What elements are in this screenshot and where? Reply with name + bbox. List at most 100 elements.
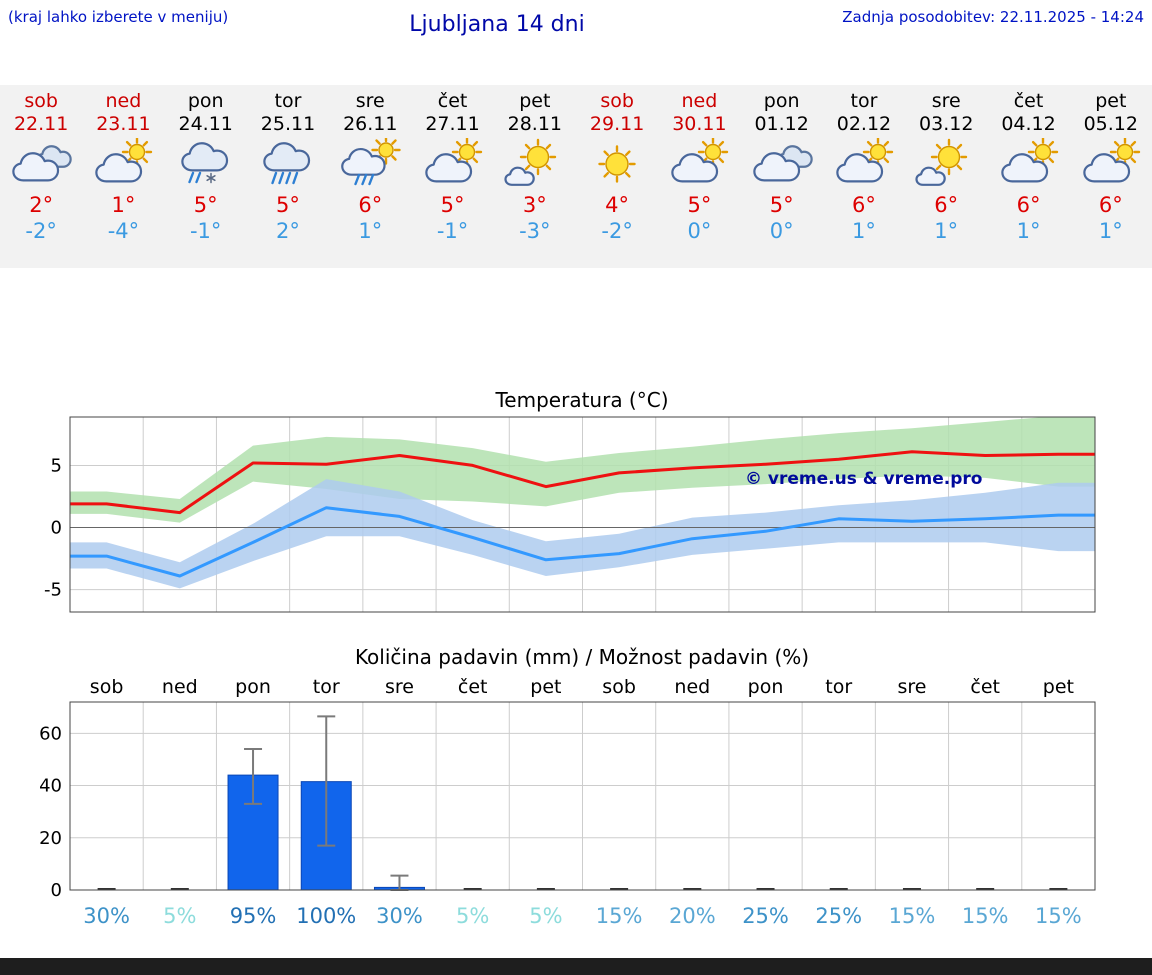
low-temp: 1° <box>1098 219 1123 243</box>
sunny-icon <box>598 145 636 183</box>
partly-sunny-icon <box>671 138 729 183</box>
day-column-01.12[interactable]: pon 01.12 5° 0° <box>741 85 823 268</box>
day-name: pet <box>1095 90 1127 112</box>
high-temp: 6° <box>1016 193 1041 217</box>
precip-probability-label: 5% <box>529 904 562 928</box>
day-column-22.11[interactable]: sob 22.11 2° -2° <box>0 85 82 268</box>
precip-day-label: pon <box>235 676 271 698</box>
low-temp: 2° <box>276 219 300 243</box>
weather-icon-wrap <box>329 138 411 190</box>
weather-icon-wrap <box>905 138 987 190</box>
day-date: 27.11 <box>425 113 480 135</box>
low-temp: 1° <box>852 219 876 243</box>
day-column-02.12[interactable]: tor 02.12 6° 1° <box>823 85 905 268</box>
forecast-day-strip: sob 22.11 2° -2° ned 23.11 1° -4° pon 24.11 5° -1° t… <box>0 85 1152 268</box>
partly-sunny-icon <box>1083 138 1140 183</box>
low-temp: -1° <box>436 219 469 243</box>
day-column-05.12[interactable]: pet 05.12 6° 1° <box>1070 85 1152 268</box>
day-column-23.11[interactable]: ned 23.11 1° -4° <box>82 85 164 268</box>
precip-day-label: sob <box>90 676 124 698</box>
high-temp: 5° <box>687 193 712 217</box>
partly-sunny-icon <box>424 138 482 183</box>
cloudy-icon <box>12 145 72 182</box>
day-date: 05.12 <box>1083 113 1138 135</box>
precip-day-label: sob <box>602 676 636 698</box>
precip-probability-label: 25% <box>742 904 789 928</box>
precip-day-label: čet <box>970 676 1000 698</box>
precip-probability-label: 25% <box>815 904 862 928</box>
high-temp: 5° <box>440 193 465 217</box>
day-column-27.11[interactable]: čet 27.11 5° -1° <box>411 85 493 268</box>
day-name: sob <box>600 90 634 112</box>
precip-y-tick-label: 20 <box>39 828 62 849</box>
weather-icon-wrap <box>411 138 493 190</box>
precipitation-chart: sob ned pon tor sre čet pet sob ned pon tor sre čet p… <box>39 676 1096 928</box>
day-column-30.11[interactable]: ned 30.11 5° 0° <box>658 85 740 268</box>
temperature-chart: -5 0 5 © vreme.us & vreme.pro <box>44 416 1096 613</box>
low-temp: -2° <box>25 219 57 243</box>
day-date: 04.12 <box>1001 113 1056 135</box>
day-date: 23.11 <box>96 113 151 135</box>
day-name: pet <box>519 90 551 112</box>
day-column-29.11[interactable]: sob 29.11 4° -2° <box>576 85 658 268</box>
day-column-28.11[interactable]: pet 28.11 3° -3° <box>494 85 576 268</box>
precip-day-label: ned <box>674 676 710 698</box>
precip-day-label: čet <box>458 676 488 698</box>
high-temp: 6° <box>1098 193 1123 217</box>
day-column-25.11[interactable]: tor 25.11 5° 2° <box>247 85 329 268</box>
precip-probability-label: 100% <box>296 904 356 928</box>
day-column-03.12[interactable]: sre 03.12 6° 1° <box>905 85 987 268</box>
temp-max-band <box>70 417 1095 523</box>
day-column-26.11[interactable]: sre 26.11 6° 1° <box>329 85 411 268</box>
day-date: 02.12 <box>836 113 892 135</box>
precip-day-label: sre <box>385 676 414 698</box>
low-temp: 1° <box>1016 219 1041 243</box>
high-temp: 5° <box>276 193 300 217</box>
high-temp: 1° <box>111 193 136 217</box>
day-date: 22.11 <box>13 113 69 135</box>
day-date: 26.11 <box>343 113 398 135</box>
precip-probability-label: 20% <box>669 904 716 928</box>
low-temp: -1° <box>189 219 222 243</box>
precip-y-tick-label: 60 <box>39 723 62 744</box>
precip-probability-label: 15% <box>596 904 643 928</box>
cloudy-icon <box>752 145 813 182</box>
day-name: tor <box>274 90 302 112</box>
day-name: ned <box>105 90 142 112</box>
day-name: sob <box>24 90 58 112</box>
day-date: 03.12 <box>919 113 974 135</box>
day-date: 24.11 <box>178 113 233 135</box>
watermark-link[interactable]: © vreme.us & vreme.pro <box>745 469 982 489</box>
mostly-sunny-icon <box>915 138 968 186</box>
temperature-chart-title: Temperatura (°C) <box>495 388 669 412</box>
day-date: 01.12 <box>754 113 809 135</box>
sleet-icon <box>180 142 228 184</box>
precip-day-label: tor <box>825 676 852 698</box>
menu-hint: (kraj lahko izberete v meniju) <box>8 8 229 26</box>
day-name: ned <box>681 90 718 112</box>
sun-shower-icon <box>341 138 401 186</box>
high-temp: 5° <box>193 193 218 217</box>
precip-probability-label: 30% <box>83 904 130 928</box>
partly-sunny-icon <box>1000 138 1058 183</box>
temp-y-tick-label: -5 <box>44 580 62 601</box>
precip-day-label: pon <box>748 676 784 698</box>
low-temp: 0° <box>769 219 794 243</box>
weather-icon-wrap <box>823 138 905 190</box>
high-temp: 6° <box>852 193 876 217</box>
temp-max-line <box>70 450 1095 515</box>
day-date: 28.11 <box>507 113 563 135</box>
precip-probability-label: 5% <box>163 904 196 928</box>
weather-icon-wrap <box>494 138 576 190</box>
day-column-24.11[interactable]: pon 24.11 5° -1° <box>165 85 247 268</box>
precip-day-label: pet <box>530 676 561 698</box>
high-temp: 3° <box>522 193 547 217</box>
day-column-04.12[interactable]: čet 04.12 6° 1° <box>987 85 1069 268</box>
footer-bar <box>0 958 1152 975</box>
rain-icon <box>263 142 311 185</box>
day-name: sre <box>355 90 385 112</box>
low-temp: -3° <box>519 219 551 243</box>
weather-icon-wrap <box>247 138 329 190</box>
precipitation-chart-title: Količina padavin (mm) / Možnost padavin … <box>354 645 810 669</box>
